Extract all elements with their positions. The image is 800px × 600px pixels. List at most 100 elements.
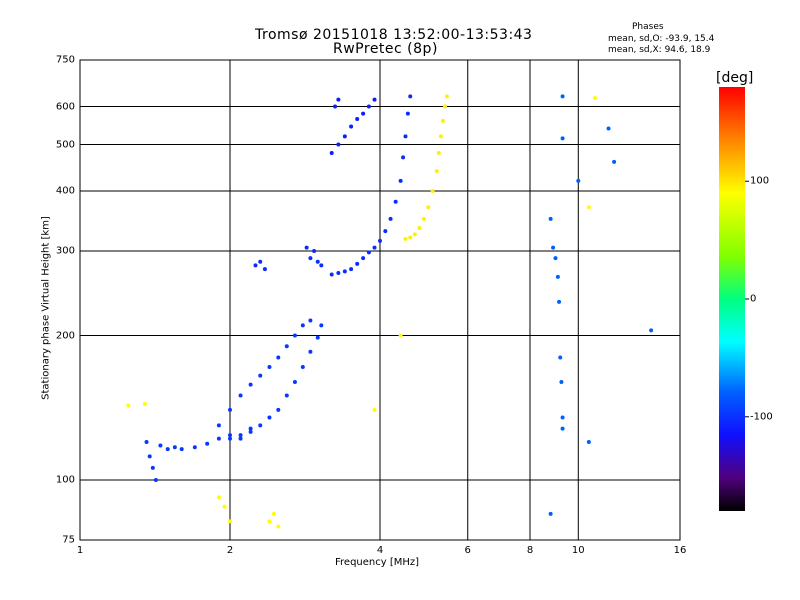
data-point <box>558 355 563 360</box>
data-point <box>253 263 258 268</box>
data-point <box>436 151 441 156</box>
data-point <box>388 216 393 221</box>
data-point <box>238 393 243 398</box>
x-tick-label: 4 <box>376 545 384 556</box>
stats-x-mode: mean, sd,X: 94.6, 18.9 <box>608 45 711 55</box>
data-point <box>421 216 426 221</box>
data-point <box>372 407 377 412</box>
data-point <box>555 274 560 279</box>
data-point <box>372 245 377 250</box>
y-tick-label: 100 <box>55 474 75 486</box>
colorbar-tick-label: -100 <box>750 411 773 423</box>
data-point <box>393 199 398 204</box>
data-point <box>361 111 366 116</box>
data-point <box>319 263 324 268</box>
data-point <box>312 249 317 254</box>
data-point <box>349 267 354 272</box>
data-point <box>560 136 565 141</box>
data-point <box>329 151 334 156</box>
data-point <box>216 423 221 428</box>
data-point <box>276 407 281 412</box>
data-point <box>438 134 443 139</box>
data-point <box>228 519 232 524</box>
data-point <box>300 323 305 328</box>
data-point <box>319 323 324 328</box>
data-point <box>592 96 597 101</box>
data-point <box>205 441 210 446</box>
chart-title: Tromsø 20151018 13:52:00-13:53:43 <box>255 27 533 43</box>
x-tick-label: 16 <box>673 545 687 556</box>
data-point <box>238 433 243 438</box>
data-point <box>267 415 272 420</box>
data-point <box>548 511 553 516</box>
y-tick-label: 750 <box>55 54 75 66</box>
y-tick-label: 500 <box>55 139 75 151</box>
data-point <box>398 178 403 183</box>
data-point <box>434 169 439 174</box>
data-point <box>222 504 227 509</box>
data-point <box>179 447 184 452</box>
y-tick-label: 75 <box>62 534 75 546</box>
data-point <box>216 495 221 500</box>
data-point <box>228 407 232 412</box>
data-point <box>403 236 408 241</box>
data-point <box>444 94 449 99</box>
data-point <box>551 245 556 250</box>
data-point <box>267 519 272 524</box>
data-point <box>361 256 366 261</box>
data-point <box>276 524 281 529</box>
data-point <box>192 445 197 450</box>
data-point <box>258 259 263 264</box>
data-point <box>417 226 422 231</box>
data-point <box>158 443 163 448</box>
x-tick-label: 6 <box>464 545 471 556</box>
data-point <box>228 436 232 441</box>
data-point <box>557 299 562 304</box>
data-point <box>126 403 131 408</box>
data-point <box>342 134 347 139</box>
colorbar-label: [deg] <box>716 70 754 86</box>
data-point <box>559 380 564 385</box>
data-point <box>292 333 297 338</box>
data-point <box>238 436 243 441</box>
colorbar <box>719 87 745 511</box>
stats-header: Phases <box>632 22 664 32</box>
data-point <box>262 267 267 272</box>
data-point <box>333 104 338 109</box>
data-point <box>248 382 253 387</box>
data-point <box>258 373 263 378</box>
data-point <box>336 142 341 147</box>
data-point <box>144 440 149 445</box>
stats-o-mode: mean, sd,O: -93.9, 15.4 <box>608 34 715 44</box>
data-point <box>408 235 413 240</box>
data-point <box>355 117 360 122</box>
data-point <box>228 433 232 438</box>
y-tick-label: 400 <box>55 185 75 197</box>
data-point <box>649 328 654 333</box>
data-point <box>315 335 320 340</box>
x-tick-label: 2 <box>226 545 234 556</box>
y-tick-label: 300 <box>55 245 75 257</box>
data-point <box>378 238 382 243</box>
data-point <box>553 256 558 261</box>
data-point <box>284 344 289 349</box>
colorbar-tick-label: 0 <box>750 293 757 305</box>
data-point <box>172 445 177 450</box>
data-point <box>308 256 313 261</box>
data-point <box>349 124 354 129</box>
data-points <box>126 94 654 529</box>
data-point <box>165 447 170 452</box>
x-axis-label: Frequency [MHz] <box>335 557 420 568</box>
data-point <box>560 415 565 420</box>
data-point <box>308 318 313 323</box>
data-point <box>430 189 435 194</box>
x-tick-label: 8 <box>526 545 534 556</box>
data-point <box>248 429 253 434</box>
data-point <box>560 94 565 99</box>
x-tick-label: 10 <box>571 545 585 556</box>
data-point <box>153 478 158 483</box>
x-tick-label: 1 <box>76 545 84 556</box>
data-point <box>560 426 565 431</box>
data-point <box>548 216 553 221</box>
data-point <box>606 126 611 131</box>
